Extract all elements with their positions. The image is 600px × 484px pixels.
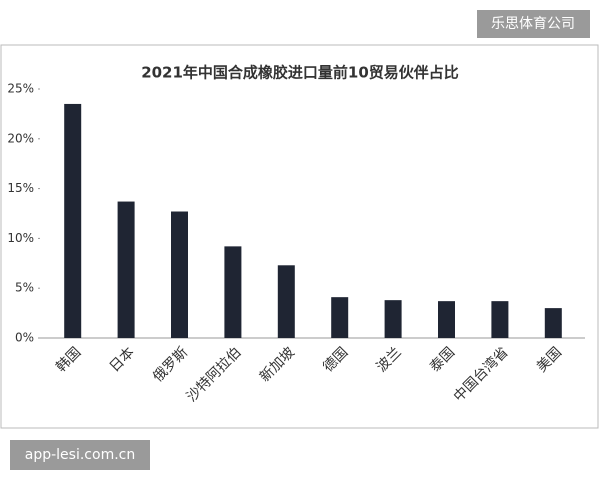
y-tick-label: 10% bbox=[7, 231, 34, 245]
bar bbox=[117, 201, 135, 338]
chart-title: 2021年中国合成橡胶进口量前10贸易伙伴占比 bbox=[141, 64, 459, 82]
footer-box bbox=[10, 440, 150, 470]
bar bbox=[438, 301, 455, 338]
footer: app-lesi.com.cn bbox=[25, 447, 135, 463]
bar bbox=[491, 301, 509, 338]
bar bbox=[224, 246, 242, 338]
y-tick-label: 5% bbox=[15, 281, 34, 295]
bar bbox=[64, 103, 82, 338]
y-tick-label: 25% bbox=[7, 82, 34, 96]
chart-frame bbox=[0, 44, 599, 429]
bar bbox=[277, 265, 295, 338]
y-tick-label: 20% bbox=[7, 131, 34, 145]
badge-box bbox=[477, 10, 590, 38]
y-tick-label: 0% bbox=[15, 331, 34, 345]
bar bbox=[384, 300, 402, 338]
y-tick-label: 15% bbox=[7, 181, 34, 195]
badge: 乐思体育公司 bbox=[491, 16, 575, 32]
bar bbox=[171, 211, 188, 338]
bar bbox=[331, 297, 349, 338]
bar bbox=[544, 308, 562, 338]
